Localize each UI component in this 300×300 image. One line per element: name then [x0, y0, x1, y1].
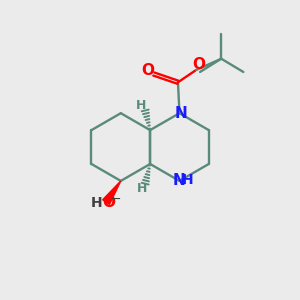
Text: N: N: [172, 173, 185, 188]
Text: −: −: [111, 193, 122, 206]
Text: H: H: [182, 173, 193, 187]
Text: N: N: [174, 106, 187, 121]
Text: H: H: [136, 100, 146, 112]
Text: O: O: [103, 195, 116, 210]
Text: O: O: [141, 63, 154, 78]
Text: H: H: [91, 196, 103, 210]
Text: H: H: [137, 182, 147, 195]
Polygon shape: [103, 181, 121, 205]
Text: O: O: [192, 57, 205, 72]
